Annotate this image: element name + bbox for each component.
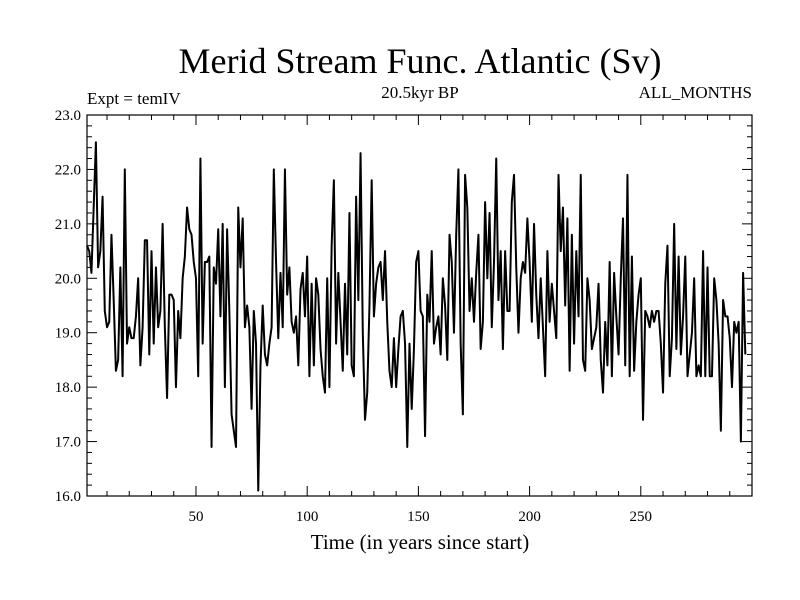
y-tick-label: 20.0: [55, 271, 81, 287]
x-tick-label: 50: [188, 509, 203, 525]
y-tick-label: 16.0: [55, 489, 81, 505]
y-tick-label: 22.0: [55, 162, 81, 178]
plot-frame: [86, 114, 753, 497]
months-label: ALL_MONTHS: [639, 83, 752, 102]
x-tick-label: 200: [518, 509, 541, 525]
y-tick-label: 17.0: [55, 435, 81, 451]
x-tick-label: 150: [407, 509, 430, 525]
y-tick-label: 21.0: [55, 217, 81, 233]
chart-title: Merid Stream Func. Atlantic (Sv): [179, 41, 662, 81]
y-tick-label: 23.0: [55, 108, 81, 124]
axis-ticks: [87, 115, 752, 496]
tick-labels: 50 100 150 200 250 16.0 17.0 18.0 19.0 20.0 21.0 22…: [55, 108, 652, 525]
experiment-label: Expt = temIV: [87, 89, 181, 108]
x-tick-label: 250: [630, 509, 653, 525]
x-tick-label: 100: [296, 509, 319, 525]
series-line: [86, 141, 747, 492]
y-tick-label: 19.0: [55, 326, 81, 342]
period-label: 20.5kyr BP: [381, 83, 458, 102]
x-axis-label: Time (in years since start): [311, 530, 530, 554]
y-tick-label: 18.0: [55, 380, 81, 396]
